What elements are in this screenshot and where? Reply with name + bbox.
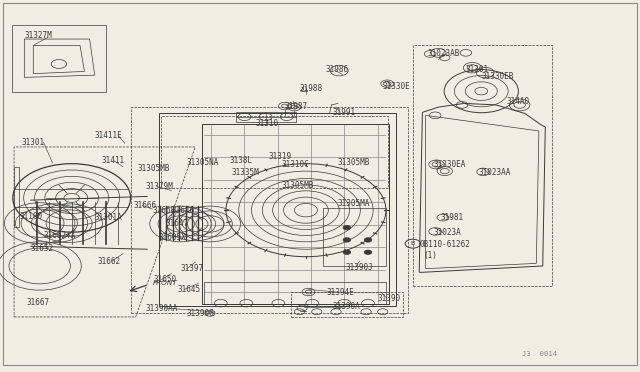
Text: 31379M: 31379M — [146, 182, 173, 191]
Text: 31305MA: 31305MA — [338, 199, 371, 208]
Text: 31390A: 31390A — [333, 302, 360, 311]
Text: 31390AA: 31390AA — [146, 304, 179, 312]
Text: 31605X: 31605X — [159, 233, 186, 242]
Text: 31667: 31667 — [27, 298, 50, 307]
Text: 31390G: 31390G — [187, 309, 214, 318]
Text: 31310C: 31310C — [282, 160, 309, 169]
Text: 31390: 31390 — [378, 294, 401, 303]
Text: 31662: 31662 — [98, 257, 121, 266]
Text: FRONT: FRONT — [152, 280, 177, 286]
Text: 314A0: 314A0 — [507, 97, 530, 106]
Text: 31394E: 31394E — [326, 288, 354, 296]
Text: 31301: 31301 — [22, 138, 45, 147]
Text: 31666: 31666 — [133, 201, 156, 210]
Text: 31646: 31646 — [172, 206, 195, 215]
Text: 31397: 31397 — [180, 264, 204, 273]
Text: 31645: 31645 — [178, 285, 201, 294]
Text: 31301A: 31301A — [95, 213, 122, 222]
Text: 31305NA: 31305NA — [187, 158, 220, 167]
Text: 0B110-61262: 0B110-61262 — [420, 240, 470, 249]
Text: 31981: 31981 — [440, 213, 463, 222]
Text: (1): (1) — [424, 251, 438, 260]
Text: 31023AB: 31023AB — [428, 49, 460, 58]
Text: 31330E: 31330E — [383, 82, 410, 91]
Text: 31652: 31652 — [31, 244, 54, 253]
Text: 31411: 31411 — [101, 156, 124, 165]
Text: 31330EA: 31330EA — [434, 160, 467, 169]
Text: J3  0014: J3 0014 — [522, 351, 557, 357]
Bar — [291, 292, 403, 317]
Text: 31301: 31301 — [466, 65, 489, 74]
Circle shape — [364, 238, 372, 242]
Text: B: B — [411, 241, 415, 246]
Circle shape — [343, 225, 351, 230]
Text: 31668: 31668 — [152, 206, 175, 215]
Bar — [12, 25, 106, 92]
Text: 31319: 31319 — [269, 153, 292, 161]
Text: 31330EB: 31330EB — [481, 72, 514, 81]
Text: 31411E: 31411E — [95, 131, 122, 140]
Text: 31310: 31310 — [256, 119, 279, 128]
Text: 31647: 31647 — [165, 219, 188, 228]
Text: 31991: 31991 — [333, 108, 356, 117]
Bar — [236, 112, 296, 122]
Bar — [161, 116, 388, 188]
Circle shape — [343, 238, 351, 242]
Text: 31390J: 31390J — [346, 263, 373, 272]
Text: 31662+A: 31662+A — [44, 231, 76, 240]
Text: 31987: 31987 — [285, 102, 308, 110]
Text: 31986: 31986 — [325, 65, 348, 74]
Text: 31327M: 31327M — [24, 31, 52, 40]
Text: 31023A: 31023A — [434, 228, 461, 237]
Bar — [204, 282, 386, 304]
Text: 31023AA: 31023AA — [479, 169, 511, 177]
Text: 31305MB: 31305MB — [282, 181, 314, 190]
Text: 31305MB: 31305MB — [338, 158, 371, 167]
Text: 31305MB: 31305MB — [138, 164, 170, 173]
Text: 31100: 31100 — [19, 212, 42, 221]
Text: 31988: 31988 — [300, 84, 323, 93]
Text: 31650: 31650 — [154, 275, 177, 284]
Circle shape — [364, 250, 372, 254]
Bar — [323, 208, 386, 266]
Text: 3138L: 3138L — [229, 156, 252, 165]
Circle shape — [343, 250, 351, 254]
Text: 31335M: 31335M — [232, 169, 259, 177]
